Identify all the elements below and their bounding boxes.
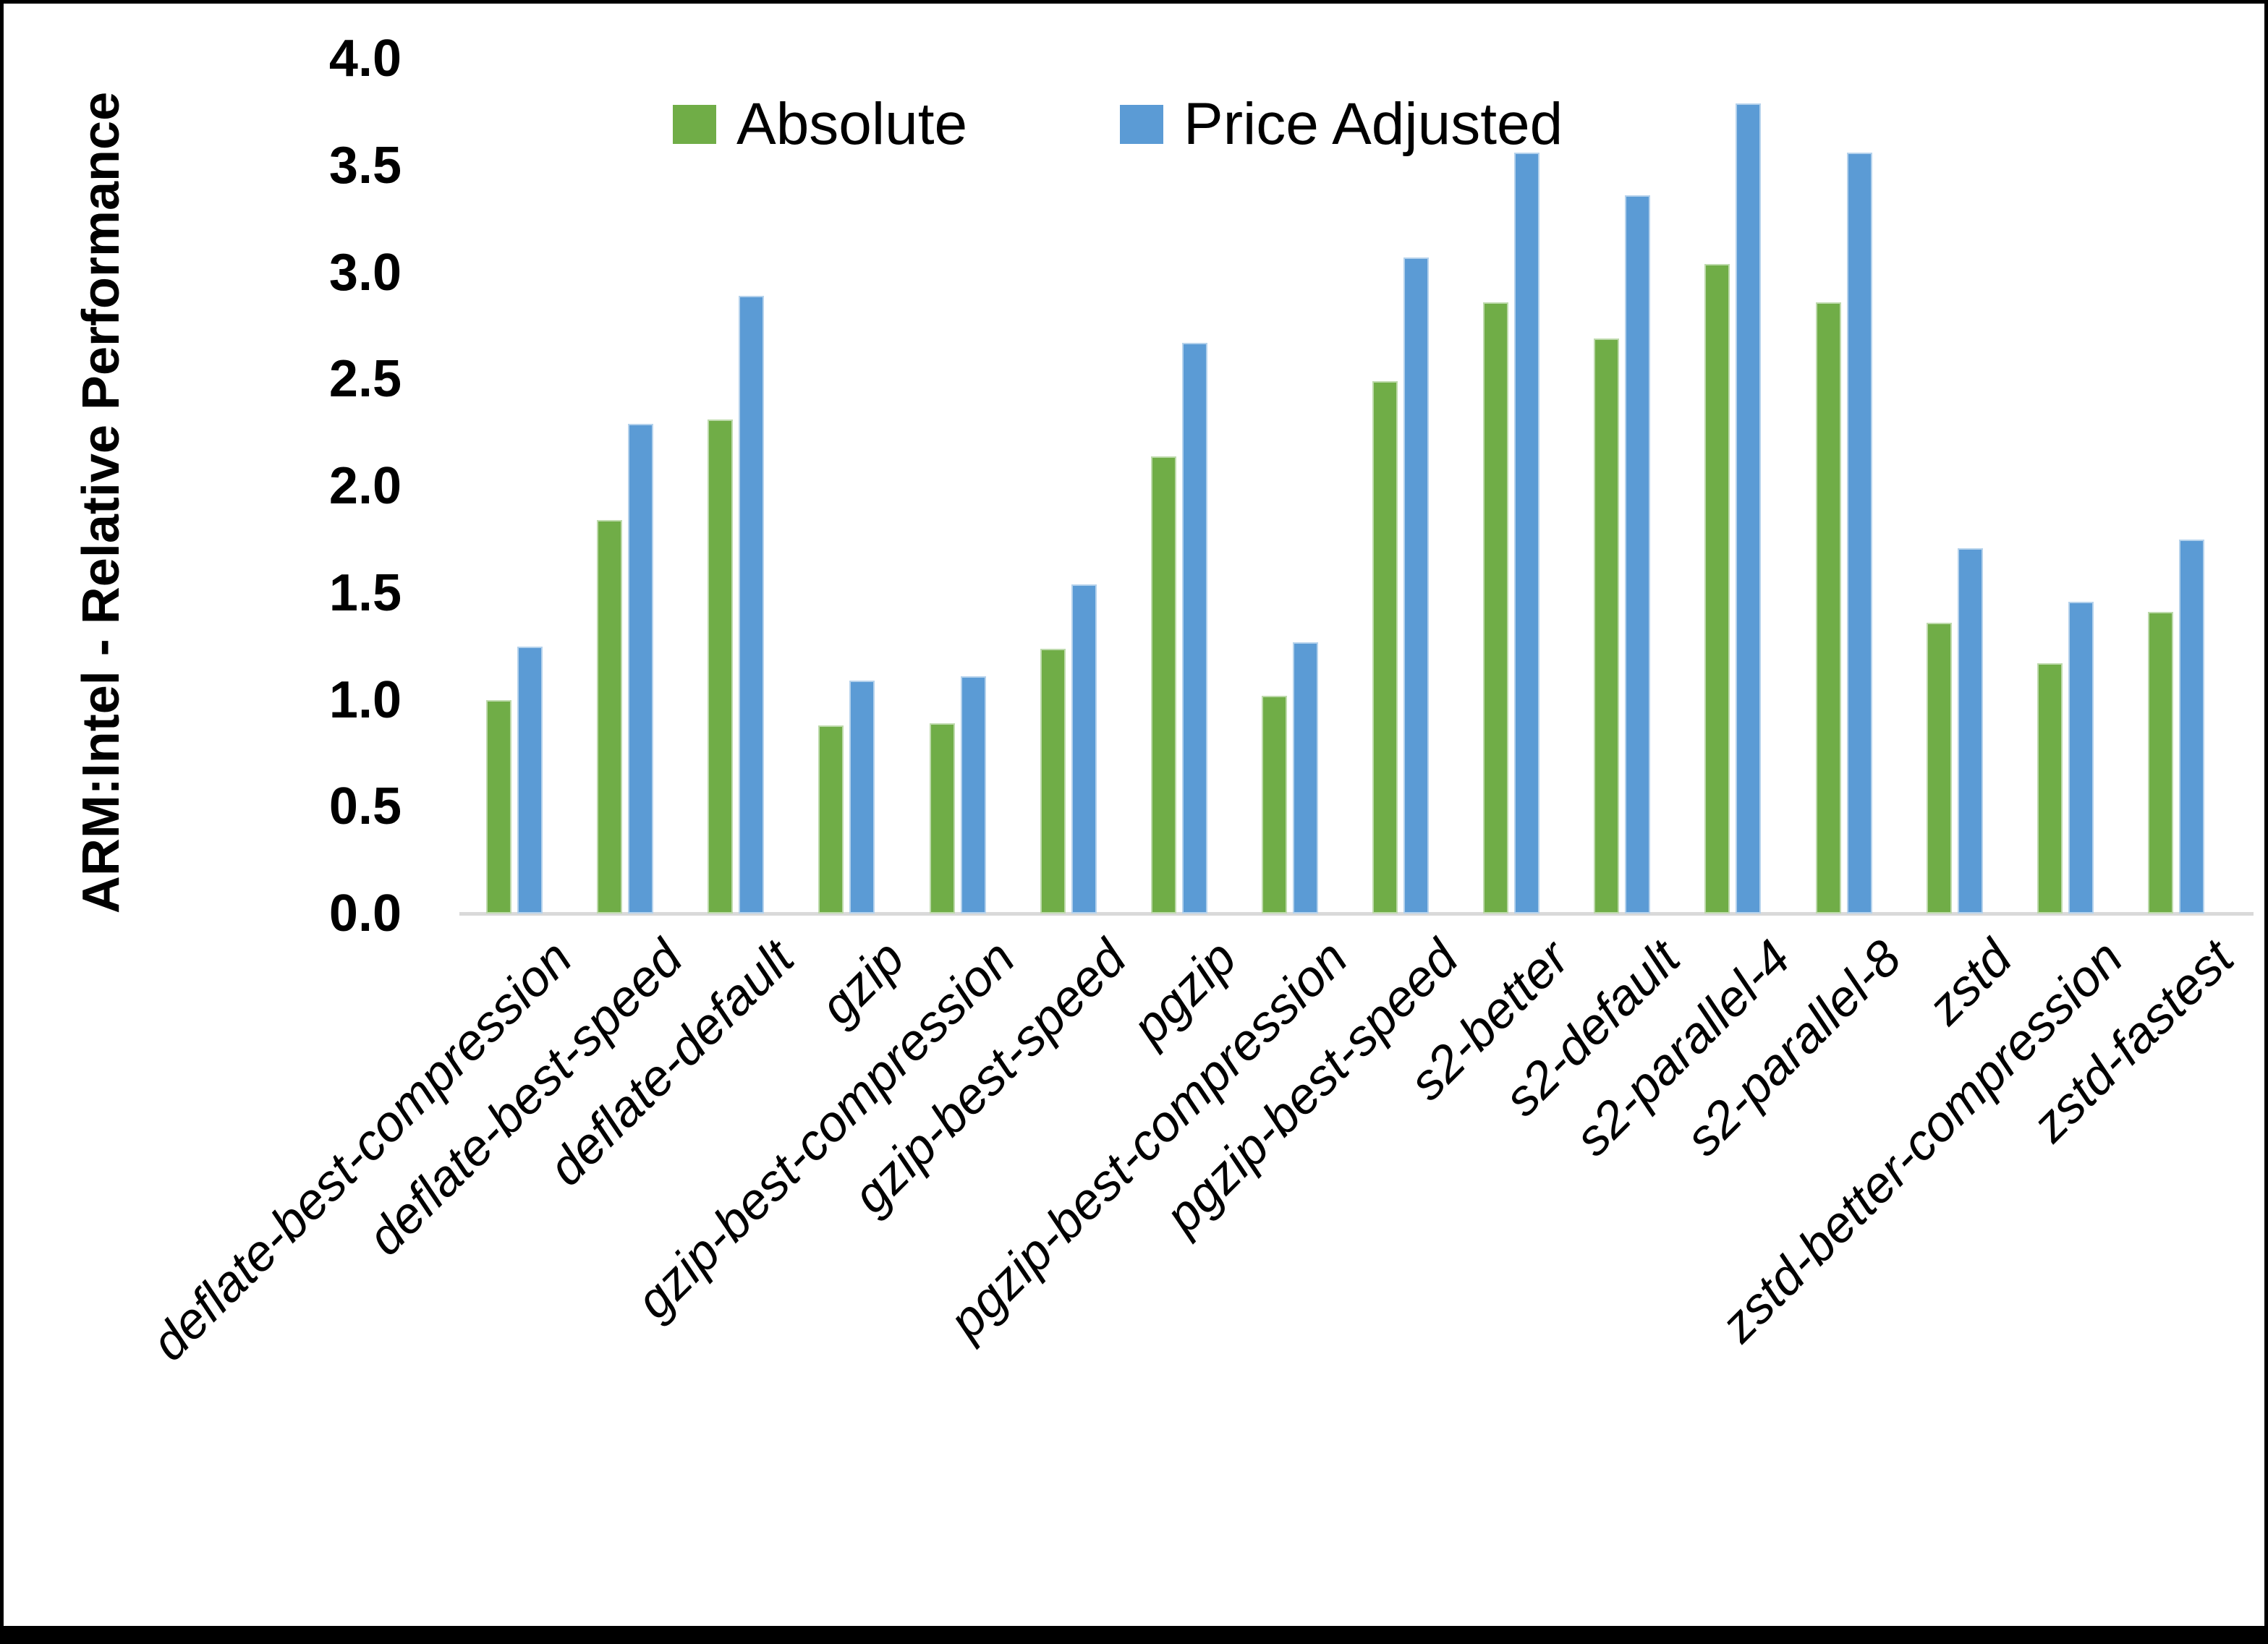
bar-absolute-deflate-default [708, 419, 734, 913]
bar-absolute-pgzip-best-speed [1372, 381, 1398, 913]
bar-price-adjusted-zstd-fastest [2178, 539, 2204, 913]
bar-absolute-gzip [818, 725, 844, 913]
bar-price-adjusted-zstd [1957, 548, 1983, 913]
bar-price-adjusted-s2-better [1514, 153, 1540, 913]
y-tick-label-0.5: 0.5 [328, 778, 402, 836]
legend-item-absolute: Absolute [673, 95, 967, 154]
bar-absolute-pgzip [1150, 456, 1176, 913]
bar-absolute-pgzip-best-compression [1261, 695, 1287, 913]
bar-price-adjusted-pgzip-best-compression [1292, 642, 1318, 913]
bar-price-adjusted-s2-parallel-4 [1736, 103, 1762, 913]
bottom-border-bar [4, 1626, 2264, 1640]
y-tick-label-3.0: 3.0 [328, 243, 402, 302]
legend-swatch-price-adjusted-icon [1120, 105, 1163, 144]
bar-absolute-deflate-best-speed [597, 520, 623, 913]
bar-price-adjusted-pgzip-best-speed [1403, 257, 1429, 913]
legend-swatch-absolute-icon [673, 105, 716, 144]
bar-price-adjusted-deflate-best-speed [628, 424, 654, 913]
bar-absolute-s2-parallel-4 [1704, 263, 1730, 913]
x-category-label-deflate-best-compression: deflate-best-compression [140, 929, 583, 1371]
bar-price-adjusted-zstd-better-compression [2068, 601, 2094, 913]
y-tick-label-3.5: 3.5 [328, 136, 402, 195]
y-tick-label-1.0: 1.0 [328, 670, 402, 729]
bar-absolute-zstd-fastest [2147, 612, 2173, 913]
bar-absolute-deflate-best-compression [486, 699, 511, 913]
bar-absolute-gzip-best-speed [1040, 648, 1066, 913]
y-tick-label-2.0: 2.0 [328, 457, 402, 515]
bar-price-adjusted-gzip [849, 680, 875, 913]
bar-price-adjusted-gzip-best-speed [1071, 584, 1097, 913]
bar-absolute-gzip-best-compression [929, 723, 955, 913]
bar-price-adjusted-deflate-default [739, 296, 765, 913]
bar-absolute-zstd [1926, 623, 1952, 913]
y-tick-label-4.0: 4.0 [328, 30, 402, 88]
bar-absolute-s2-default [1594, 338, 1620, 913]
y-tick-label-1.5: 1.5 [328, 563, 402, 622]
bar-absolute-zstd-better-compression [2036, 663, 2063, 913]
legend-label-absolute: Absolute [736, 91, 968, 157]
y-tick-label-2.5: 2.5 [328, 350, 402, 409]
bar-price-adjusted-s2-parallel-8 [1846, 153, 1872, 913]
y-axis-title: ARM:Intel - Relative Performance [72, 91, 130, 914]
legend-label-price-adjusted: Price Adjusted [1184, 91, 1563, 157]
y-tick-label-0.0: 0.0 [328, 885, 402, 942]
bar-price-adjusted-deflate-best-compression [517, 646, 543, 913]
x-axis-line [459, 912, 2254, 916]
bar-price-adjusted-gzip-best-compression [960, 676, 986, 913]
bar-absolute-s2-parallel-8 [1815, 302, 1841, 913]
bar-price-adjusted-s2-default [1625, 195, 1651, 913]
legend-item-price-adjusted: Price Adjusted [1120, 95, 1563, 154]
bar-absolute-s2-better [1483, 302, 1509, 913]
bar-price-adjusted-pgzip [1181, 343, 1207, 913]
